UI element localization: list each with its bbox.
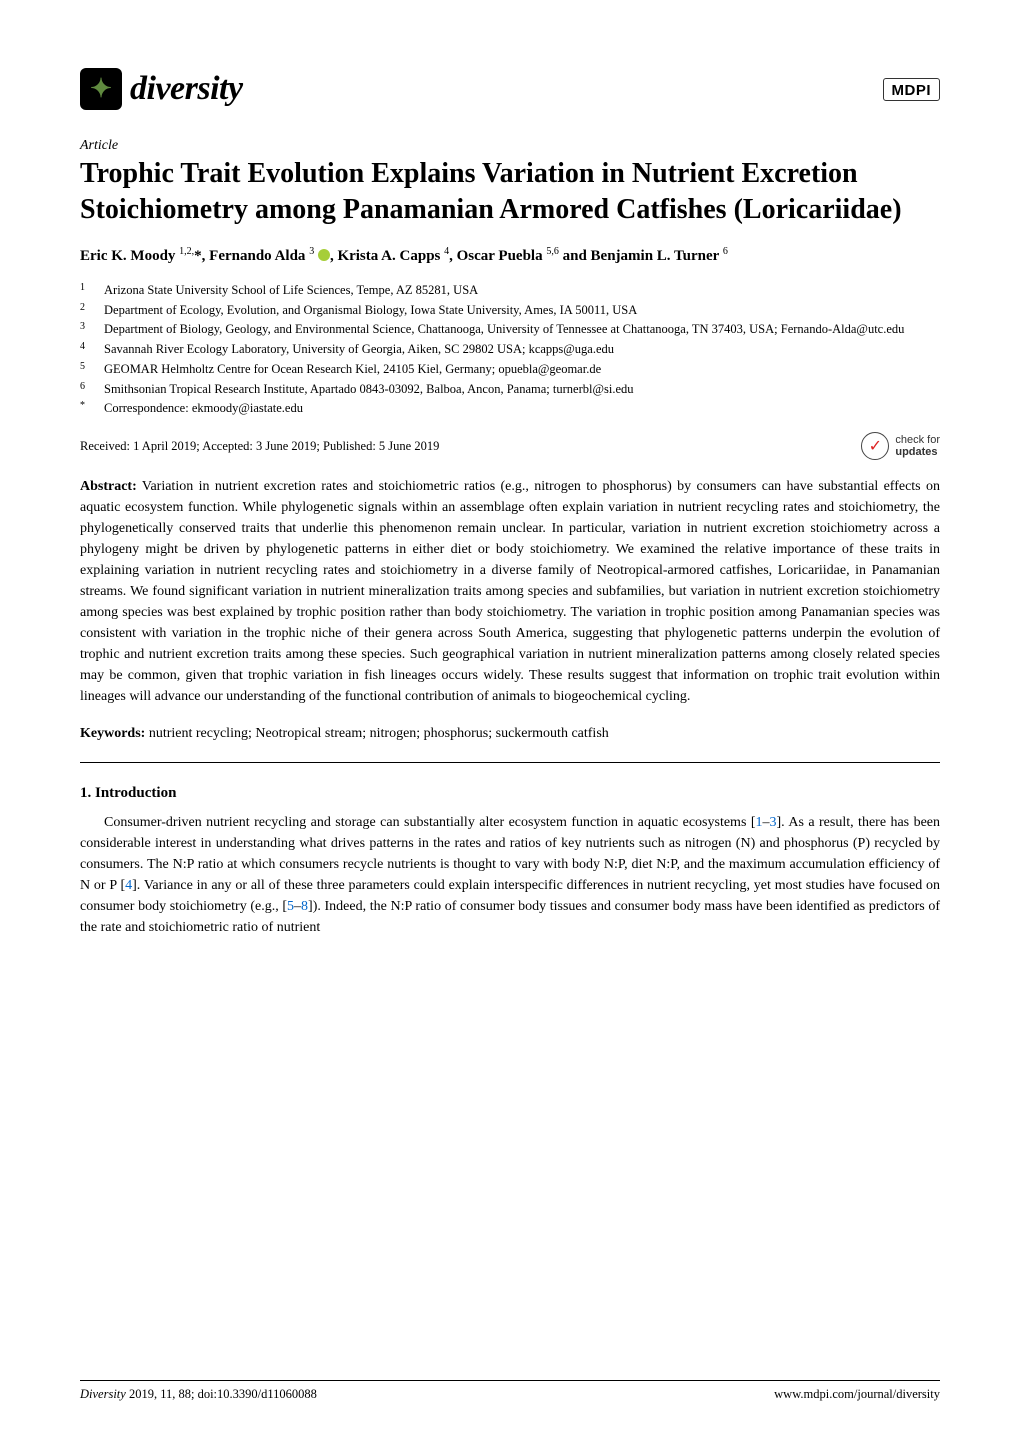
horizontal-rule — [80, 762, 940, 763]
affiliation-row: 4 Savannah River Ecology Laboratory, Univ… — [80, 340, 940, 359]
affiliation-row: 3 Department of Biology, Geology, and Env… — [80, 320, 940, 339]
reference-link[interactable]: 5 — [287, 899, 294, 914]
affiliation-text: Correspondence: ekmoody@iastate.edu — [104, 399, 303, 418]
abstract-label: Abstract: — [80, 479, 137, 494]
affiliation-number: 1 — [80, 280, 90, 299]
check-updates-label: check for updates — [895, 434, 940, 458]
affiliation-number: 2 — [80, 300, 90, 319]
affiliation-text: Arizona State University School of Life … — [104, 281, 478, 300]
check-updates-bottom: updates — [895, 446, 937, 458]
reference-link[interactable]: 3 — [770, 815, 777, 830]
dates-row: Received: 1 April 2019; Accepted: 3 June… — [80, 432, 940, 460]
affiliation-text: GEOMAR Helmholtz Centre for Ocean Resear… — [104, 360, 601, 379]
affiliation-row: 5 GEOMAR Helmholtz Centre for Ocean Resea… — [80, 360, 940, 379]
check-for-updates-badge[interactable]: ✓ check for updates — [861, 432, 940, 460]
affiliation-row: * Correspondence: ekmoody@iastate.edu — [80, 399, 940, 418]
reference-link[interactable]: 4 — [125, 878, 132, 893]
reference-link[interactable]: 1 — [756, 815, 763, 830]
affiliation-text: Department of Biology, Geology, and Envi… — [104, 320, 904, 339]
header-row: ✦ diversity MDPI — [80, 68, 940, 110]
page-footer: Diversity 2019, 11, 88; doi:10.3390/d110… — [80, 1380, 940, 1402]
affiliation-row: 2 Department of Ecology, Evolution, and O… — [80, 301, 940, 320]
footer-citation: Diversity 2019, 11, 88; doi:10.3390/d110… — [80, 1387, 317, 1402]
mdpi-logo: MDPI — [883, 78, 941, 101]
intro-paragraph-1: Consumer-driven nutrient recycling and s… — [80, 812, 940, 938]
journal-name: diversity — [130, 70, 243, 108]
publication-dates: Received: 1 April 2019; Accepted: 3 June… — [80, 439, 439, 454]
author-list: Eric K. Moody 1,2,*, Fernando Alda 3 , K… — [80, 245, 940, 267]
check-updates-icon: ✓ — [861, 432, 889, 460]
journal-logo: ✦ diversity — [80, 68, 243, 110]
diversity-logo-icon: ✦ — [80, 68, 122, 110]
affiliation-row: 6 Smithsonian Tropical Research Institute… — [80, 380, 940, 399]
affiliation-number: 6 — [80, 379, 90, 398]
affiliation-row: 1 Arizona State University School of Life… — [80, 281, 940, 300]
affiliation-number: 5 — [80, 359, 90, 378]
affiliation-number: 3 — [80, 319, 90, 338]
article-title: Trophic Trait Evolution Explains Variati… — [80, 156, 940, 229]
orcid-icon — [318, 249, 330, 261]
affiliation-text: Savannah River Ecology Laboratory, Unive… — [104, 340, 614, 359]
footer-journal-italic: Diversity — [80, 1387, 126, 1401]
article-type: Article — [80, 138, 940, 154]
reference-link[interactable]: 8 — [301, 899, 308, 914]
abstract-text: Variation in nutrient excretion rates an… — [80, 479, 940, 704]
footer-url: www.mdpi.com/journal/diversity — [774, 1387, 940, 1402]
keywords-label: Keywords: — [80, 726, 145, 741]
affiliations-block: 1 Arizona State University School of Life… — [80, 281, 940, 418]
keywords: Keywords: nutrient recycling; Neotropica… — [80, 723, 940, 744]
keywords-text: nutrient recycling; Neotropical stream; … — [149, 726, 609, 741]
check-updates-top: check for — [895, 434, 940, 446]
affiliation-text: Smithsonian Tropical Research Institute,… — [104, 380, 634, 399]
affiliation-text: Department of Ecology, Evolution, and Or… — [104, 301, 637, 320]
affiliation-number: * — [80, 398, 90, 417]
section-heading-introduction: 1. Introduction — [80, 785, 940, 802]
abstract: Abstract: Variation in nutrient excretio… — [80, 476, 940, 707]
affiliation-number: 4 — [80, 339, 90, 358]
footer-citation-rest: 2019, 11, 88; doi:10.3390/d11060088 — [129, 1387, 317, 1401]
